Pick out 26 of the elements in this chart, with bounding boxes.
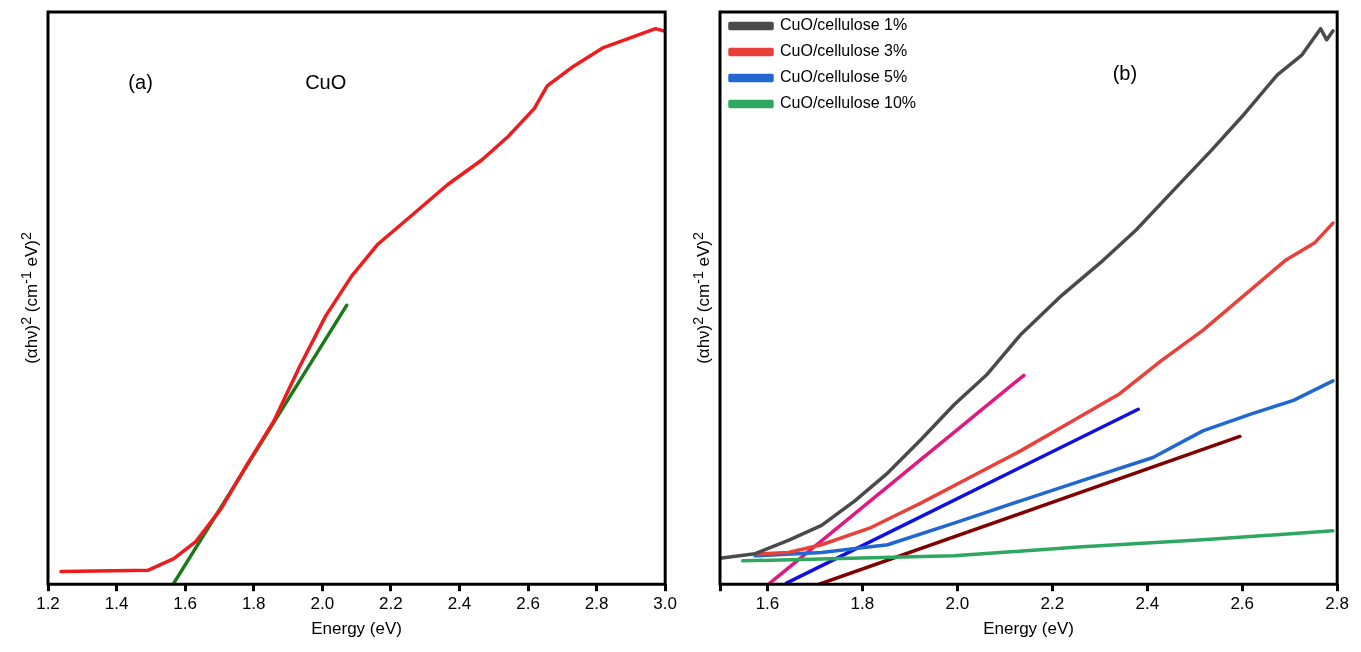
legend-label: CuO/cellulose 5% [780,68,908,86]
annotation: CuO [305,71,347,94]
legend-label: CuO/cellulose 1% [780,16,908,34]
x-tick-label: 1.6 [755,594,780,614]
x-axis-title: Energy (eV) [983,619,1074,639]
x-tick-label: 2.8 [1325,594,1349,614]
x-tick-label: 2.8 [584,594,609,614]
x-tick-label: 3.0 [653,594,677,614]
x-tick-label: 2.4 [447,594,472,614]
x-tick-label: 2.4 [1135,594,1160,614]
x-tick-label: 2.2 [379,594,403,614]
x-tick-label: 1.8 [850,594,875,614]
x-tick-label: 2.6 [516,594,540,614]
annotation: (b) [1112,62,1138,85]
x-tick-label: 1.8 [241,594,266,614]
x-tick-label: 2.6 [1230,594,1255,614]
x-tick-label: 1.6 [173,594,197,614]
x-tick-label: 1.2 [36,594,60,614]
x-axis-title: Energy (eV) [311,619,402,639]
legend-label: CuO/cellulose 10% [780,94,917,112]
x-tick-label: 2.0 [310,594,335,614]
legend-label: CuO/cellulose 3% [780,42,908,60]
x-tick-label: 1.4 [104,594,129,614]
x-tick-label: 2.0 [945,594,970,614]
annotation: (a) [128,71,153,94]
x-tick-label: 2.2 [1040,594,1065,614]
